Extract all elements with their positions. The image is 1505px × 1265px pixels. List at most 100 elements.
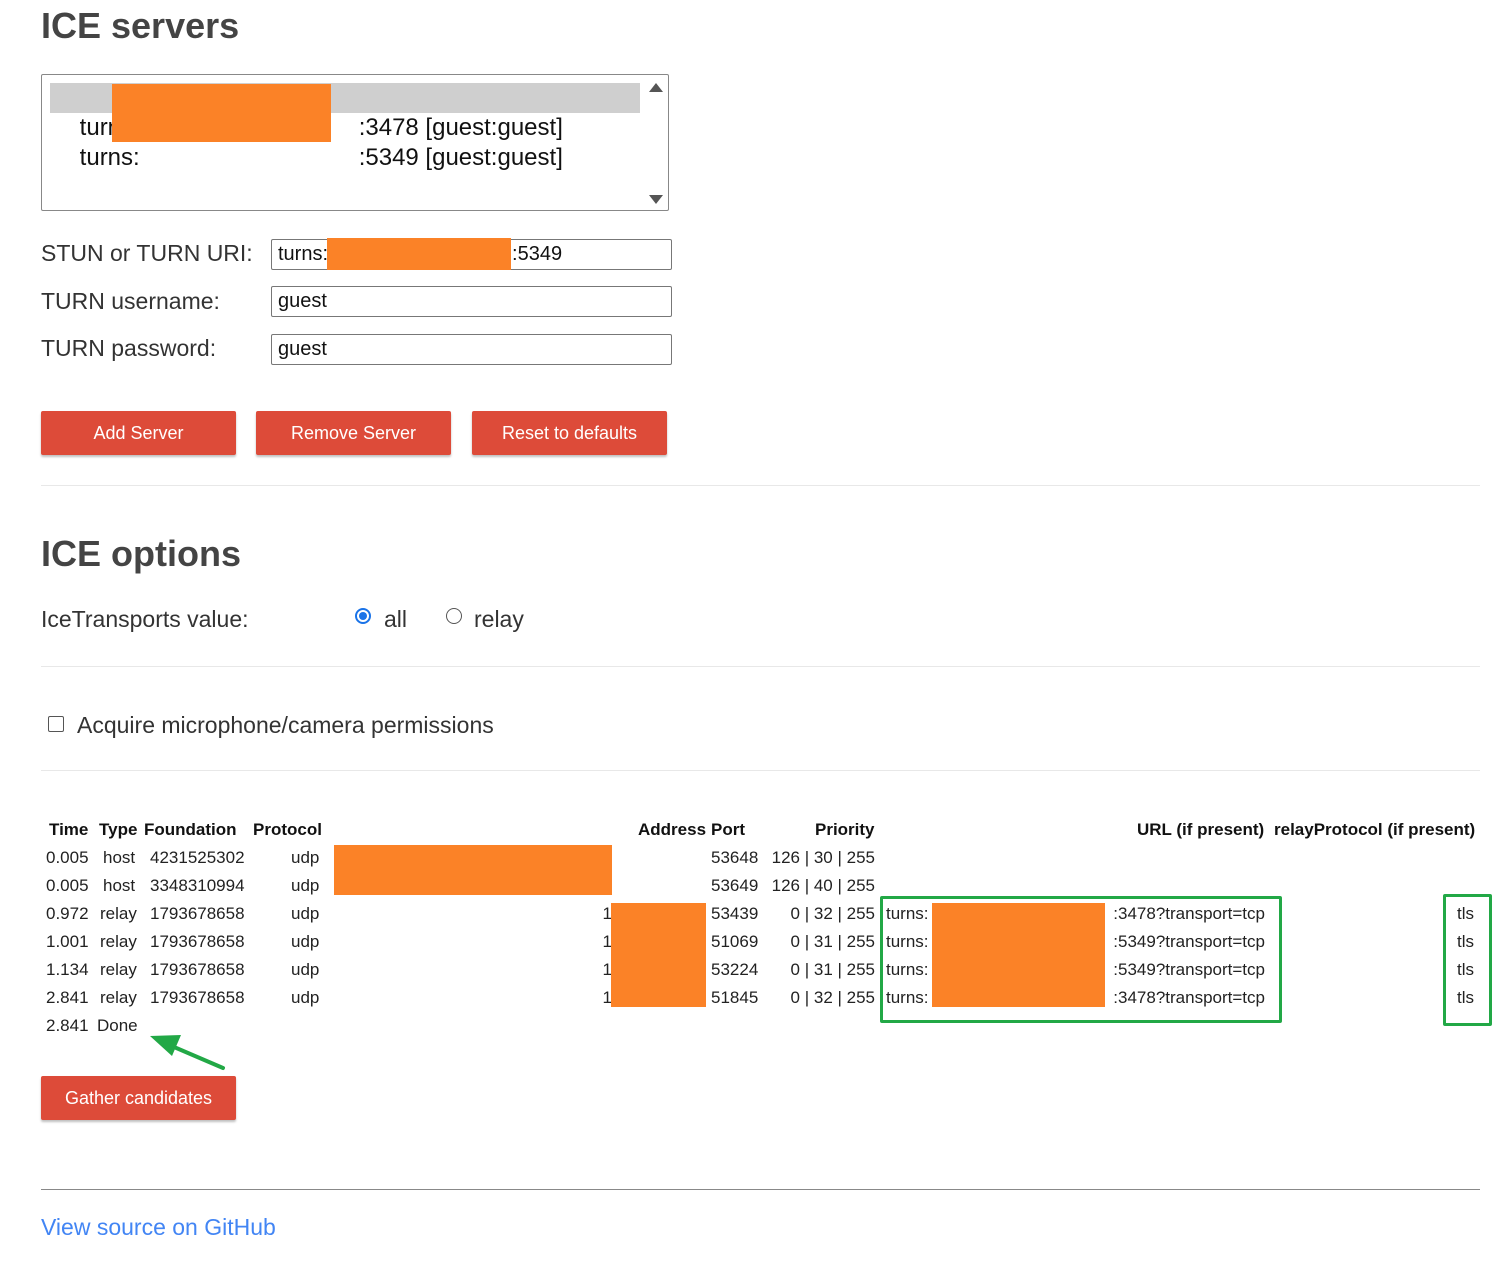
radio-relay-label[interactable]: relay — [474, 606, 524, 632]
relay-highlight-box — [1443, 894, 1492, 1026]
username-label: TURN username: — [41, 288, 220, 314]
col-foundation: Foundation — [144, 820, 237, 839]
cell-time: 2.841 — [46, 988, 89, 1007]
username-value: guest — [278, 290, 327, 312]
divider — [41, 770, 1480, 771]
ice-servers-title: ICE servers — [41, 5, 240, 46]
cell-type: relay — [100, 932, 137, 951]
radio-all-label[interactable]: all — [384, 606, 408, 632]
divider — [41, 666, 1480, 667]
cell-relay-protocol: tls — [1457, 960, 1474, 979]
redaction — [611, 903, 706, 1007]
cell-url-prefix: turns: — [886, 904, 929, 923]
username-input[interactable]: guest — [271, 286, 672, 317]
cell-time: 1.134 — [46, 960, 89, 979]
redaction — [932, 903, 1105, 1007]
cell-port: 53649 — [711, 876, 759, 895]
uri-prefix: turns: — [278, 243, 329, 265]
cell-address: 1 — [602, 932, 612, 951]
remove-server-button[interactable]: Remove Server — [256, 411, 451, 455]
cell-protocol: udp — [291, 876, 320, 895]
cell-protocol: udp — [291, 848, 320, 867]
permissions-checkbox[interactable] — [48, 716, 64, 732]
github-source-link[interactable]: View source on GitHub — [41, 1214, 276, 1240]
col-address: Address — [638, 820, 707, 839]
cell-url-prefix: turns: — [886, 960, 929, 979]
uri-label: STUN or TURN URI: — [41, 240, 253, 266]
col-url: URL (if present) — [1137, 820, 1265, 839]
cell-priority: 0 | 32 | 255 — [790, 988, 875, 1007]
cell-url-prefix: turns: — [886, 932, 929, 951]
cell-type: relay — [100, 904, 137, 923]
cell-priority: 126 | 30 | 255 — [771, 848, 875, 867]
redaction — [327, 238, 511, 270]
add-server-button[interactable]: Add Server — [41, 411, 236, 455]
cell-time: 1.001 — [46, 932, 89, 951]
cell-type: relay — [100, 960, 137, 979]
col-priority: Priority — [815, 820, 875, 839]
ice-options-title: ICE options — [41, 533, 241, 574]
cell-url: :3478?transport=tcp — [1113, 904, 1265, 923]
radio-all[interactable] — [355, 608, 371, 624]
scroll-down-arrow-icon[interactable] — [649, 195, 663, 204]
cell-foundation: 3348310994 — [150, 876, 245, 895]
permissions-label[interactable]: Acquire microphone/camera permissions — [77, 712, 494, 738]
cell-priority: 0 | 32 | 255 — [790, 904, 875, 923]
done-label: Done — [97, 1016, 138, 1035]
cell-foundation: 1793678658 — [150, 904, 245, 923]
cell-protocol: udp — [291, 960, 320, 979]
cell-type: host — [103, 876, 136, 895]
cell-foundation: 1793678658 — [150, 932, 245, 951]
cell-address: 1 — [602, 988, 612, 1007]
cell-time: 0.972 — [46, 904, 89, 923]
divider — [41, 485, 1480, 486]
gather-candidates-button[interactable]: Gather candidates — [41, 1076, 236, 1120]
cell-foundation: 4231525302 — [150, 848, 245, 867]
server-option[interactable]: turns: :5349 [guest:guest] — [50, 113, 563, 171]
cell-relay-protocol: tls — [1457, 904, 1474, 923]
cell-port: 53224 — [711, 960, 759, 979]
col-time: Time — [49, 820, 89, 839]
cell-time: 0.005 — [46, 848, 89, 867]
cell-type: host — [103, 848, 136, 867]
radio-relay[interactable] — [446, 608, 462, 624]
scroll-up-arrow-icon[interactable] — [649, 83, 663, 92]
password-label: TURN password: — [41, 335, 217, 361]
cell-foundation: 1793678658 — [150, 960, 245, 979]
cell-url: :5349?transport=tcp — [1113, 932, 1265, 951]
cell-port: 51845 — [711, 988, 759, 1007]
redaction — [334, 845, 612, 895]
annotation-arrow-icon — [150, 1035, 225, 1070]
cell-port: 53648 — [711, 848, 759, 867]
redaction — [112, 84, 331, 142]
password-input[interactable]: guest — [271, 334, 672, 365]
cell-protocol: udp — [291, 988, 320, 1007]
uri-suffix: :5349 — [512, 243, 563, 265]
col-port: Port — [711, 820, 745, 839]
cell-address: 1 — [602, 904, 612, 923]
cell-time: 0.005 — [46, 876, 89, 895]
cell-port: 53439 — [711, 904, 759, 923]
cell-url: :3478?transport=tcp — [1113, 988, 1265, 1007]
cell-port: 51069 — [711, 932, 759, 951]
cell-protocol: udp — [291, 904, 320, 923]
cell-relay-protocol: tls — [1457, 988, 1474, 1007]
cell-url: :5349?transport=tcp — [1113, 960, 1265, 979]
cell-priority: 0 | 31 | 255 — [790, 960, 875, 979]
reset-defaults-button[interactable]: Reset to defaults — [472, 411, 667, 455]
server-suffix: :5349 [guest:guest] — [358, 144, 563, 171]
cell-type: relay — [100, 988, 137, 1007]
cell-relay-protocol: tls — [1457, 932, 1474, 951]
server-suffix: :3478 [guest:guest] — [358, 114, 563, 141]
col-protocol: Protocol — [253, 820, 322, 839]
cell-foundation: 1793678658 — [150, 988, 245, 1007]
ice-transports-label: IceTransports value: — [41, 606, 249, 632]
footer-divider — [41, 1189, 1480, 1190]
cell-priority: 0 | 31 | 255 — [790, 932, 875, 951]
cell-url-prefix: turns: — [886, 988, 929, 1007]
col-type: Type — [99, 820, 138, 839]
cell-priority: 126 | 40 | 255 — [771, 876, 875, 895]
cell-address: 1 — [602, 960, 612, 979]
done-time: 2.841 — [46, 1016, 89, 1035]
server-prefix: turns: — [79, 144, 140, 171]
